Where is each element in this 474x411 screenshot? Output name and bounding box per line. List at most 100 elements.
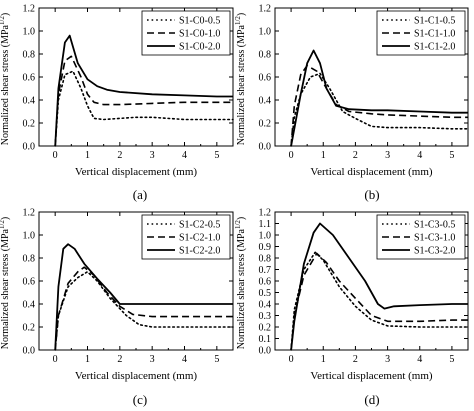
y-tick-label: 0.8 — [23, 50, 36, 61]
x-tick-label: 1 — [321, 150, 326, 161]
y-tick-label: 1.0 — [23, 231, 36, 242]
y-tick-label: 1.2 — [23, 208, 36, 219]
y-tick-label: 0.5 — [259, 288, 272, 299]
y-axis-title-superscript: 1/2 — [0, 16, 6, 25]
legend-label: S1-C1-1.0 — [414, 29, 455, 40]
y-tick-label: 1.2 — [23, 4, 36, 15]
y-tick-label: 1.2 — [259, 4, 272, 15]
legend: S1-C0-0.5 S1-C0-1.0 S1-C0-2.0 — [141, 10, 231, 56]
x-tick-label: 3 — [150, 150, 155, 161]
x-tick-label: 3 — [150, 354, 155, 365]
y-tick-label: 0.6 — [259, 277, 272, 288]
chart-panel: 0 1 2 3 4 50.00.10.20.30.40.50.60.70.80.91.01… — [234, 208, 469, 407]
y-tick-label: 0.1 — [259, 334, 272, 345]
series-line-S1-C3-0.5 — [290, 251, 469, 351]
x-tick-label: 5 — [449, 150, 454, 161]
y-tick-label: 0.2 — [23, 119, 36, 130]
x-tick-label: 0 — [289, 354, 294, 365]
x-tick-label: 5 — [214, 150, 219, 161]
x-tick-label: 3 — [385, 150, 390, 161]
y-axis-title-superscript: 1/2 — [234, 16, 242, 25]
chart-panel: 0 1 2 3 4 5 0.0 0.2 0.4 0.6 0.8 1.0 1.2 Vertical disp… — [234, 4, 469, 202]
y-tick-label: 0.2 — [259, 119, 272, 130]
legend-label: S1-C3-0.5 — [414, 220, 455, 231]
y-tick-label: 1.0 — [259, 231, 272, 242]
legend-label: S1-C1-0.5 — [414, 16, 455, 27]
y-axis-title-close: ) — [0, 217, 11, 220]
y-tick-label: 0.4 — [23, 96, 36, 107]
legend-label: S1-C3-2.0 — [414, 246, 455, 257]
x-tick-label: 2 — [117, 354, 122, 365]
y-tick-label: 0.8 — [23, 254, 36, 265]
x-axis-title: Vertical displacement (mm) — [75, 166, 198, 178]
x-tick-label: 1 — [85, 150, 90, 161]
x-tick-label: 2 — [353, 150, 358, 161]
y-axis-title-superscript: 1/2 — [0, 220, 6, 229]
x-tick-label: 4 — [417, 354, 422, 365]
x-tick-label: 0 — [289, 150, 294, 161]
y-tick-label: 0.6 — [259, 73, 272, 84]
legend-label: S1-C3-1.0 — [414, 233, 455, 244]
series-line-S1-C1-1.0 — [290, 64, 468, 147]
y-tick-label: 0.4 — [259, 96, 272, 107]
chart-panel: 0 1 2 3 4 5 0.0 0.2 0.4 0.6 0.8 1.0 1.2 Vertical disp… — [0, 208, 234, 407]
legend-label: S1-C0-2.0 — [179, 42, 220, 53]
legend: S1-C3-0.5 S1-C3-1.0 S1-C3-2.0 — [376, 214, 466, 260]
x-tick-label: 3 — [385, 354, 390, 365]
legend-label: S1-C0-0.5 — [179, 16, 220, 27]
legend-box — [376, 214, 466, 260]
x-tick-label: 4 — [417, 150, 422, 161]
x-tick-label: 0 — [53, 354, 58, 365]
x-axis-title: Vertical displacement (mm) — [310, 370, 433, 382]
x-tick-label: 2 — [353, 354, 358, 365]
y-axis-title-main: Normalized shear stress (MPa — [0, 24, 11, 145]
y-axis-title: Normalized shear stress (MPa1/2) — [0, 13, 11, 146]
y-axis-title-main: Normalized shear stress (MPa — [236, 228, 247, 349]
series-line-S1-C2-0.5 — [54, 270, 234, 351]
y-tick-label: 0.4 — [23, 300, 36, 311]
legend-label: S1-C2-0.5 — [179, 220, 220, 231]
x-tick-label: 4 — [182, 354, 187, 365]
legend-label: S1-C2-2.0 — [179, 246, 220, 257]
series-line-S1-C1-2.0 — [290, 49, 468, 147]
y-tick-label: 1.0 — [23, 27, 36, 38]
y-tick-label: 1.2 — [259, 208, 272, 219]
y-axis-title-main: Normalized shear stress (MPa — [236, 24, 247, 145]
x-tick-label: 1 — [85, 354, 90, 365]
y-tick-label: 0.0 — [259, 142, 272, 153]
x-axis-title: Vertical displacement (mm) — [310, 166, 433, 178]
y-tick-label: 0.8 — [259, 254, 272, 265]
panel-label: (c) — [133, 392, 147, 407]
y-tick-label: 0.4 — [259, 300, 272, 311]
x-tick-label: 5 — [449, 354, 454, 365]
y-tick-label: 1.0 — [259, 27, 272, 38]
panel-label: (a) — [133, 187, 147, 202]
y-tick-label: 0.2 — [259, 323, 272, 334]
y-tick-label: 0.6 — [23, 277, 36, 288]
y-tick-label: 0.0 — [23, 346, 36, 357]
y-tick-label: 0.3 — [259, 311, 272, 322]
legend: S1-C1-0.5 S1-C1-1.0 S1-C1-2.0 — [376, 10, 466, 56]
legend: S1-C2-0.5 S1-C2-1.0 S1-C2-2.0 — [141, 214, 231, 260]
y-tick-label: 1.1 — [259, 219, 272, 230]
y-tick-label: 0.7 — [259, 265, 272, 276]
panel-label: (d) — [364, 392, 379, 407]
x-axis-title: Vertical displacement (mm) — [75, 370, 198, 382]
series-line-S1-C2-2.0 — [54, 243, 233, 351]
y-axis-title: Normalized shear stress (MPa1/2) — [234, 217, 247, 350]
y-tick-label: 0.9 — [259, 242, 272, 253]
legend-label: S1-C1-2.0 — [414, 42, 455, 53]
series-line-S1-C0-1.0 — [54, 55, 233, 147]
y-tick-label: 0.0 — [23, 142, 36, 153]
y-tick-label: 0.6 — [23, 73, 36, 84]
y-axis-title-main: Normalized shear stress (MPa — [0, 228, 11, 349]
y-tick-label: 0.2 — [23, 323, 36, 334]
legend-box — [141, 214, 231, 260]
legend-label: S1-C2-1.0 — [179, 233, 220, 244]
x-tick-label: 4 — [182, 150, 187, 161]
series-line-S1-C3-1.0 — [290, 252, 468, 351]
y-axis-title-close: ) — [0, 13, 11, 16]
series-line-S1-C0-2.0 — [54, 34, 233, 147]
legend-box — [376, 10, 466, 56]
